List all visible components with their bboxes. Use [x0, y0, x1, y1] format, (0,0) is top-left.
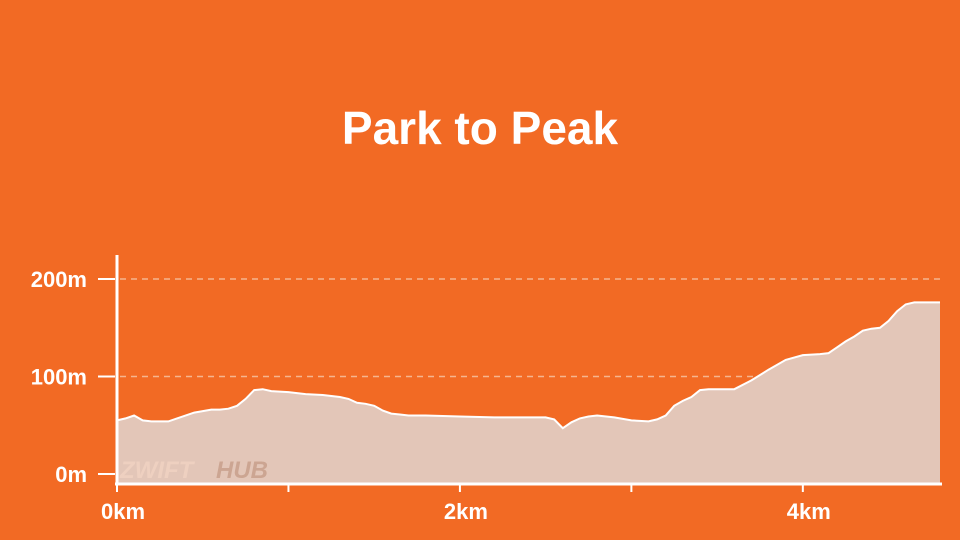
x-tick-label-2: 2km: [444, 499, 488, 524]
tick-labels: 0m 100m 200m 0km 2km 4km: [31, 267, 831, 524]
zwifthub-watermark: ZWIFT HUB: [119, 457, 268, 484]
axes: [115, 255, 942, 486]
watermark-part1: ZWIFT: [119, 457, 196, 484]
y-tick-label-2: 200m: [31, 267, 87, 292]
elevation-area: [117, 302, 940, 484]
chart-title: Park to Peak: [341, 102, 619, 154]
y-tick-label-1: 100m: [31, 365, 87, 390]
x-tick-label-0: 0km: [101, 499, 145, 524]
y-tick-label-0: 0m: [55, 462, 87, 487]
elevation-line: [116, 301, 940, 430]
x-tick-label-4: 4km: [787, 499, 831, 524]
watermark-part2: HUB: [216, 457, 268, 484]
